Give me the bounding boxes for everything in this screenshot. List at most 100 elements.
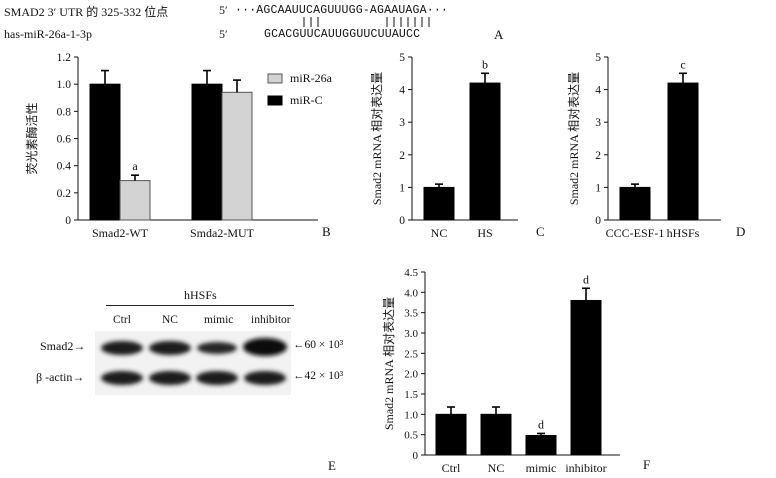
y-tick-label: 0.4 [57,161,72,173]
smad2-utr-sequence: ···AGCAAUUCAGUUUGG-AGAAUAGA··· [235,4,449,17]
y-tick-label: 0 [399,215,405,227]
bar [667,82,699,221]
x-tick-label: inhibitor [565,461,606,475]
bar [221,91,253,221]
significance-label: b [482,57,488,71]
actin-band-inhibitor [244,371,286,385]
legend-swatch [267,73,283,84]
legend-label: miR-C [290,93,323,107]
chart-d-smad2-cells: 0 1 2 3 4 5 Smad2 mRNA 相对表达量 CCC-ESF-1 c hHSFs D [567,52,745,240]
bar [480,413,512,456]
x-tick-label: HS [477,226,492,240]
y-axis-label: Smad2 mRNA 相对表达量 [370,72,384,205]
mirna-label: has-miR-26a-1-3p [4,27,92,41]
actin-band-nc [149,371,191,385]
y-tick-label: 2.0 [404,369,418,381]
y-tick-label: 0.5 [404,430,418,442]
x-tick-label: Smda2-MUT [190,226,255,240]
y-axis-label: 荧光素酶活性 [24,102,39,174]
bar [191,83,223,221]
base-pair-lines [303,17,430,27]
significance-label: a [132,159,138,173]
y-tick-label: 2 [399,150,405,162]
bar [570,299,602,456]
y-tick-label: 3 [595,117,601,129]
y-tick-label: 0.2 [57,188,72,200]
significance-label: d [583,272,589,286]
bar [525,434,557,456]
y-tick-label: 5 [595,52,601,64]
panel-letter: C [536,224,545,239]
y-tick-label: 4.5 [404,267,418,279]
lane-label-inhibitor: inhibitor [251,314,291,326]
smad2-band-ctrl [101,341,143,355]
legend-swatch [267,95,283,106]
smad2-band-nc [149,341,191,355]
actin-row-label: β -actin→ [36,370,85,384]
panel-letter: F [643,457,650,472]
bar [423,186,455,221]
x-tick-label: hHSFs [667,226,700,240]
lane-label-nc: NC [162,314,178,326]
y-tick-label: 4.0 [404,287,418,299]
smad2-row-label: Smad2→ [40,339,86,353]
x-tick-label: Smad2-WT [92,226,149,240]
blot-group-underline [106,305,294,306]
y-tick-label: 0 [595,215,601,227]
y-tick-label: 1.0 [57,79,72,91]
bar [119,180,151,221]
legend-label: miR-26a [290,71,333,85]
y-tick-label: 0 [413,450,419,462]
y-tick-label: 1.2 [57,52,72,64]
x-tick-label: CCC-ESF-1 [606,226,665,240]
actin-mw-marker: ←42 × 10³ [293,370,344,382]
y-tick-label: 3.0 [404,328,418,340]
blot-group-label: hHSFs [184,288,217,302]
y-tick-label: 1 [399,182,405,194]
significance-label: d [538,417,544,431]
y-axis-label: Smad2 mRNA 相对表达量 [382,297,396,430]
x-tick-label: NC [431,226,448,240]
row2-prime-label: 5′ [219,27,228,41]
lane-label-mimic: mimic [204,314,234,326]
y-tick-label: 5 [399,52,405,64]
y-tick-label: 4 [399,85,405,97]
mirna-sequence: GCACGUUCAUUGGUUCUUAUCC [264,28,421,41]
panel-letter: D [736,224,745,239]
y-tick-label: 1 [595,182,601,194]
smad2-band-inhibitor [243,338,287,356]
chart-c-smad2-hs: 0 1 2 3 4 5 Smad2 mRNA 相对表达量 NC b HS C [370,52,545,240]
y-tick-label: 0.6 [57,134,72,146]
y-tick-label: 1.5 [404,389,418,401]
y-tick-label: 2.5 [404,348,418,360]
y-tick-label: 3 [399,117,405,129]
chart-b-luciferase: 0 0.2 0.4 0.6 0.8 1.0 1.2 荧光素酶活性 a Smad2-WT Smda2-… [24,52,333,240]
x-tick-label: Ctrl [442,461,461,475]
actin-band-ctrl [101,371,143,385]
y-tick-label: 2 [595,150,601,162]
row1-prime-label: 5′ [219,3,228,17]
smad2-mw-marker: ←60 × 10³ [293,339,344,351]
smad2-band-mimic [197,342,237,354]
y-tick-label: 3.5 [404,308,418,320]
bar [469,82,501,221]
y-tick-label: 1.0 [404,409,418,421]
y-tick-label: 4 [595,85,601,97]
y-tick-label: 0 [65,215,71,227]
y-tick-label: 0.8 [57,106,72,118]
significance-label: c [680,57,685,71]
blot-image [95,331,291,395]
smad2-utr-label: SMAD2 3′ UTR 的 325-332 位点 [4,5,169,19]
x-tick-label: mimic [526,461,557,475]
bar [435,413,467,456]
chart-f-smad2-transfection: 0 0.5 1.0 1.5 2.0 2.5 3.0 3.5 4.0 4.5 Smad2 mRNA 相… [382,267,650,475]
panel-letter-a: A [494,27,504,42]
actin-band-mimic [196,371,238,385]
bar [619,186,651,221]
panel-letter-e: E [328,458,336,473]
lane-label-ctrl: Ctrl [113,314,131,326]
panel-letter: B [322,224,331,239]
x-tick-label: NC [488,461,505,475]
y-axis-label: Smad2 mRNA 相对表达量 [567,72,581,205]
bar [89,83,121,221]
